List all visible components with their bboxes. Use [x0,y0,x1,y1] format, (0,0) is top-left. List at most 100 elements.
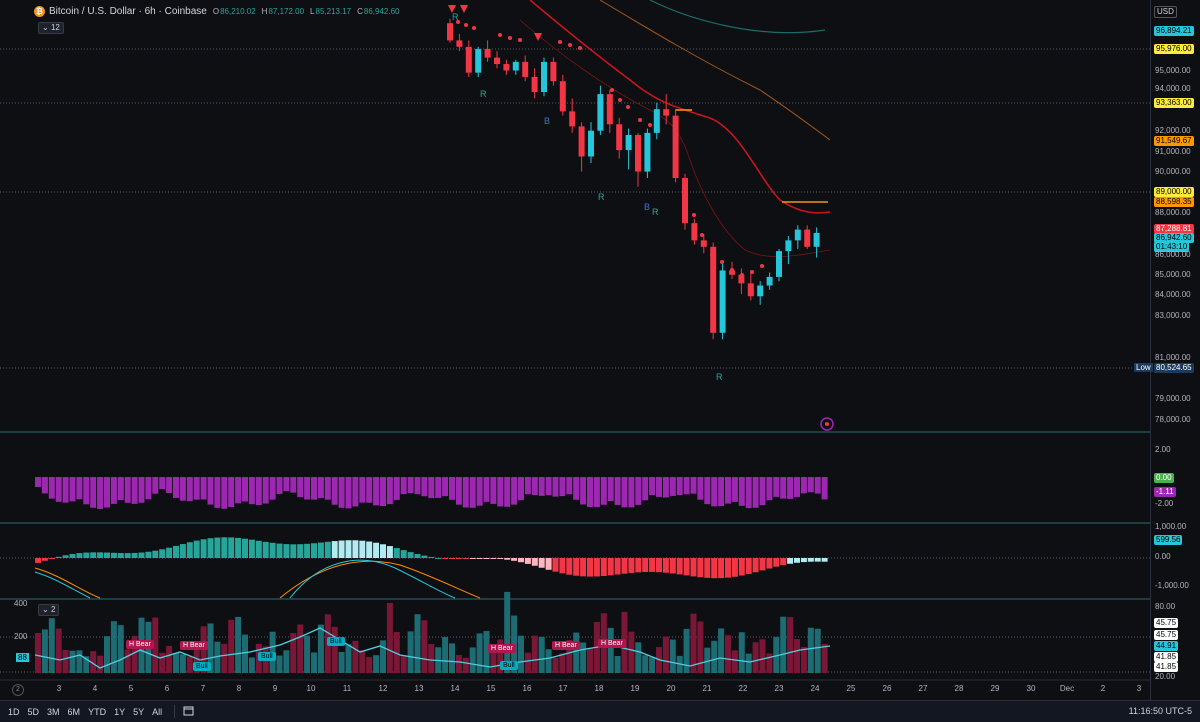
osc-bar [324,477,331,500]
candle-body [484,49,491,58]
volume-bar [380,640,386,673]
osc-bar [48,477,55,499]
range-ytd[interactable]: YTD [88,706,107,717]
candle-body [522,61,529,77]
macd-bar [166,547,173,558]
macd-bar [607,558,614,576]
macd-signal-line [34,567,101,599]
osc-bar [35,477,41,487]
range-5d[interactable]: 5D [27,706,40,717]
marker-b: B [644,202,650,212]
ohlc-close: C86,942.60 [357,7,399,16]
marker-b: B [544,116,550,126]
clock[interactable]: 11:16:50 UTC-5 [1128,706,1192,716]
macd-bar [55,556,62,558]
macd-bar [352,540,359,558]
price-tick: 83,000.00 [1155,311,1191,320]
macd-bar [76,553,83,558]
volume-bar [704,647,711,673]
macd-bar [566,558,573,575]
osc-bar [504,477,511,507]
low-price-tag: 80,524.65 [1154,363,1194,373]
osc-bar [248,477,255,505]
candle-body [597,94,604,131]
candlestick-series [447,18,820,340]
range-3m[interactable]: 3M [47,706,60,717]
currency-selector[interactable]: USD [1154,6,1177,18]
volume-bar [290,633,297,673]
range-5y[interactable]: 5Y [133,706,145,717]
time-axis-badge[interactable]: 2 [12,684,24,696]
marker-r: R [452,12,459,22]
macd-bar [366,541,373,558]
osc-bar [538,477,545,496]
macd-bar [711,558,718,579]
macd-bar [345,540,352,558]
osc-bar [600,477,607,505]
price-tick: 85,000.00 [1155,270,1191,279]
osc-bar [317,477,324,498]
candle-body [569,111,576,127]
osc-bar [656,477,662,497]
range-1y[interactable]: 1Y [114,706,126,717]
pane4-toggle-button[interactable]: ⌄ 2 [38,604,60,616]
volume-bar [414,614,421,673]
osc-bar [235,477,242,504]
volume-bar [483,630,490,673]
date-range-icon[interactable] [174,705,194,718]
volume-bar [787,617,794,673]
volume-bar [718,628,725,673]
macd-bar [545,558,552,570]
moving-average-orange [599,0,831,141]
osc-bar [628,477,635,508]
volume-bar [497,639,504,673]
indicators-toggle-button[interactable]: ⌄ 12 [38,22,64,34]
volume-bar [338,651,345,673]
macd-bar [104,552,110,558]
osc-bar [559,477,566,497]
macd-bar [752,558,759,573]
macd-bar [511,558,518,561]
time-axis-label: 21 [702,684,712,693]
macd-bar [428,556,435,558]
osc-bar [662,477,669,498]
osc-bar [807,477,814,493]
range-all[interactable]: All [152,706,163,717]
osc-bar [214,477,221,508]
chart-canvas[interactable]: R R R R R B B [0,0,1150,700]
volume-bar [545,649,552,673]
price-tag: 91,549.67 [1154,136,1194,146]
osc-bar [462,477,469,508]
volume-bar [373,655,380,673]
osc-bar [428,477,435,499]
symbol-title[interactable]: Bitcoin / U.S. Dollar · 6h · Coinbase [49,5,207,17]
oscillator-histogram [35,477,828,509]
time-axis-label: 13 [414,684,424,693]
candle-body [559,81,566,112]
time-axis-label: 12 [378,684,388,693]
macd-bar [476,558,483,559]
candle-body [766,276,773,286]
osc-bar [386,477,393,505]
range-6m[interactable]: 6M [67,706,81,717]
time-axis-label: 18 [594,684,604,693]
signal-bull: Bull [327,637,345,646]
time-axis-label: 24 [810,684,820,693]
osc-zero-tag: 0.00 [1154,473,1174,483]
macd-bar [469,558,476,559]
price-scale[interactable]: USD 96,894.21 95,976.00 95,000.00 94,000… [1150,0,1200,700]
volume-bar [235,616,242,673]
osc-bar [311,477,317,500]
volume-bar [476,633,483,673]
osc-bar [366,477,373,503]
macd-bar [697,558,704,578]
rsi-line [34,627,831,669]
osc-bar [110,477,117,504]
range-1d[interactable]: 1D [8,706,20,717]
volume-bar [469,647,476,673]
signal-bull: Bull [258,652,276,661]
volume-bar [214,641,221,673]
osc-bar [435,477,442,498]
volume-bar [669,639,676,673]
macd-value-tag: 599.56 [1154,535,1183,545]
